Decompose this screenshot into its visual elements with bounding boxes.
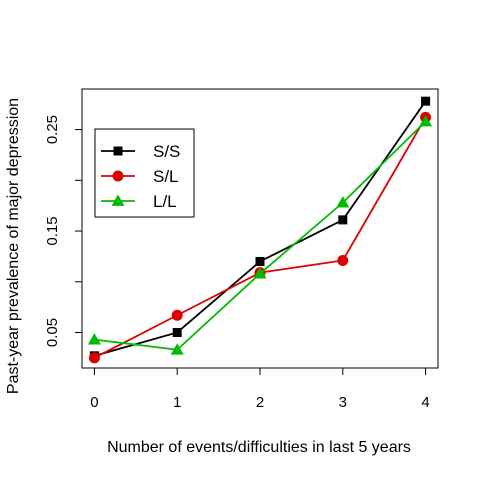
y-tick-label: 0.05 (44, 318, 61, 347)
x-tick-label: 3 (339, 394, 347, 411)
data-point (419, 114, 433, 127)
x-tick-label: 4 (421, 394, 429, 411)
legend-label: L/L (153, 192, 177, 211)
y-axis-title: Past-year prevalence of major depression (5, 98, 22, 394)
data-point (171, 309, 183, 321)
series-layer (87, 96, 433, 364)
legend-item: S/S (101, 142, 180, 161)
legend: S/S S/L L/L (94, 128, 195, 218)
legend-label: S/L (153, 167, 179, 186)
data-point (255, 256, 265, 266)
data-point (87, 333, 101, 345)
legend-marker (112, 170, 124, 182)
data-point (338, 215, 348, 225)
x-axis-title: Number of events/difficulties in last 5 … (107, 439, 411, 456)
series-l-l (87, 114, 433, 355)
y-tick-label: 0.15 (44, 216, 61, 245)
data-point (336, 196, 350, 208)
legend-marker (113, 146, 123, 156)
legend-box (94, 128, 195, 218)
data-point (172, 327, 182, 337)
data-point (337, 254, 349, 266)
x-axis: 0 1 2 3 4 (90, 367, 430, 411)
x-tick-label: 2 (256, 394, 264, 411)
legend-label: S/S (153, 142, 180, 161)
data-point (253, 267, 267, 279)
legend-item: L/L (101, 192, 177, 211)
legend-item: S/L (101, 167, 179, 186)
y-axis: 0.05 0.15 0.25 (44, 115, 83, 347)
legend-marker (111, 194, 125, 206)
data-point (170, 343, 184, 355)
data-point (421, 96, 431, 106)
data-point (88, 352, 100, 364)
x-tick-label: 1 (173, 394, 181, 411)
x-tick-label: 0 (90, 394, 98, 411)
y-tick-label: 0.25 (44, 115, 61, 144)
